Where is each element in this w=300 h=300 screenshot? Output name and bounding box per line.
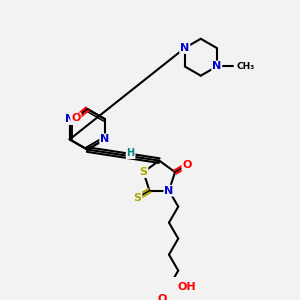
Text: CH₃: CH₃ [236, 62, 254, 71]
Text: OH: OH [177, 282, 196, 292]
Text: N: N [164, 186, 174, 196]
Text: O: O [182, 160, 192, 170]
Text: O: O [158, 294, 167, 300]
Text: N: N [180, 43, 189, 53]
Text: N: N [100, 134, 110, 144]
Text: N: N [212, 61, 221, 71]
Text: S: S [134, 193, 142, 202]
Text: S: S [140, 167, 147, 177]
Text: H: H [127, 148, 135, 158]
Text: O: O [71, 113, 81, 123]
Text: N: N [65, 114, 74, 124]
